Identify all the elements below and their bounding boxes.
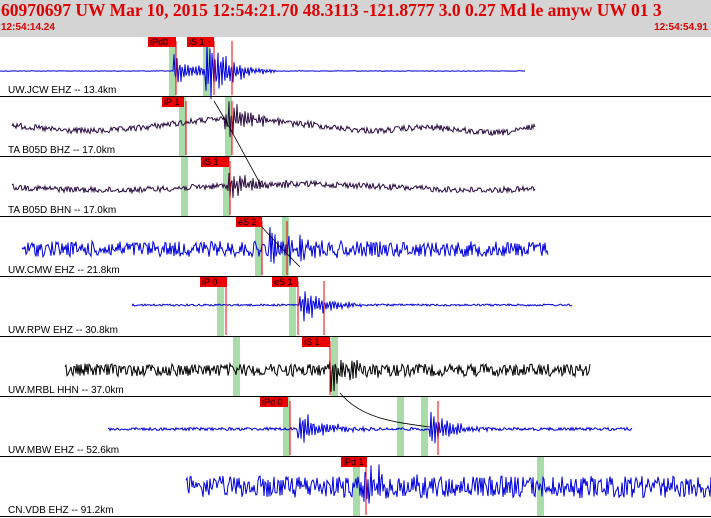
channel-row[interactable]: eS 2 UW.CMW EHZ -- 21.8km <box>0 217 711 277</box>
pick-label: iS 1 <box>189 37 205 47</box>
pick-label: iPd0 <box>150 37 168 47</box>
waveform-trace[interactable] <box>64 358 591 392</box>
end-time: 12:54:54.91 <box>654 22 708 33</box>
theoretical-arrival-band <box>225 97 232 157</box>
channel-label: UW.MRBL HHN -- 37.0km <box>8 385 124 396</box>
event-title: 60970697 UW Mar 10, 2015 12:54:21.70 48.… <box>1 0 662 20</box>
waveform-trace[interactable] <box>185 464 711 504</box>
channel-label: UW.MBW EHZ -- 52.6km <box>8 445 119 456</box>
waveform-trace[interactable] <box>21 227 549 266</box>
theoretical-arrival-band <box>283 397 290 457</box>
waveform-trace[interactable] <box>11 101 536 138</box>
pick-flag[interactable]: iPd0 <box>148 37 176 47</box>
waveform-trace[interactable] <box>0 41 526 99</box>
pick-label: eS 2 <box>238 217 257 227</box>
pick-flag[interactable]: iS 1 <box>302 337 330 347</box>
pick-flag[interactable]: iS 1 <box>201 157 229 167</box>
pick-flag[interactable]: iP 1 <box>162 97 184 107</box>
start-time: 12:54:14.24 <box>1 22 55 33</box>
channel-row[interactable]: iS 1 UW.MRBL HHN -- 37.0km <box>0 337 711 397</box>
theoretical-arrival-band <box>421 397 428 457</box>
pick-label: iPd 1 <box>343 457 364 467</box>
channel-row[interactable]: iP 1 TA B05D BHZ -- 17.0km <box>0 97 711 157</box>
channel-label: UW.CMW EHZ -- 21.8km <box>8 265 120 276</box>
channel-row[interactable]: iP 0 eS 1 UW.RPW EHZ -- 30.8km <box>0 277 711 337</box>
channel-label: TA B05D BHN -- 17.0km <box>8 205 116 216</box>
theoretical-arrival-band <box>217 277 224 337</box>
theoretical-arrival-band <box>179 97 186 157</box>
pick-label: iS 1 <box>203 157 219 167</box>
theoretical-arrival-band <box>537 457 544 517</box>
channel-label: UW.RPW EHZ -- 30.8km <box>8 325 118 336</box>
pick-label: iPd 0 <box>262 397 283 407</box>
event-header: 60970697 UW Mar 10, 2015 12:54:21.70 48.… <box>0 0 711 37</box>
pick-flag[interactable]: eS 2 <box>236 217 262 227</box>
pick-flag[interactable]: iP 0 <box>200 277 227 287</box>
theoretical-arrival-band <box>169 37 176 97</box>
travel-time-curve <box>261 226 301 268</box>
theoretical-arrival-band <box>397 397 404 457</box>
channel-row[interactable]: iS 1 TA B05D BHN -- 17.0km <box>0 157 711 217</box>
pick-label: iP 1 <box>164 97 179 107</box>
theoretical-arrival-band <box>255 217 262 277</box>
pick-flag[interactable]: iPd 0 <box>260 397 288 407</box>
pick-label: eS 1 <box>274 277 293 287</box>
travel-time-curve <box>339 392 431 428</box>
channel-label: CN.VDB EHZ -- 91.2km <box>8 505 114 516</box>
pick-label: iS 1 <box>304 337 320 347</box>
pick-label: iP 0 <box>202 277 217 287</box>
travel-time-curve <box>213 100 263 188</box>
channel-row[interactable]: iPd0 iS 1 UW.JCW EHZ -- 13.4km <box>0 37 711 99</box>
channel-label: UW.JCW EHZ -- 13.4km <box>8 85 116 96</box>
waveform-trace[interactable] <box>11 172 536 198</box>
waveform-trace[interactable] <box>107 411 633 444</box>
pick-flag[interactable]: eS 1 <box>272 277 298 287</box>
theoretical-arrival-band <box>233 337 240 397</box>
pick-flag[interactable]: iPd 1 <box>341 457 367 467</box>
theoretical-arrival-band <box>289 277 296 337</box>
channel-row[interactable]: iPd 1 CN.VDB EHZ -- 91.2km <box>0 457 711 517</box>
waveform-trace[interactable] <box>131 291 573 322</box>
channel-row[interactable]: iPd 0 UW.MBW EHZ -- 52.6km <box>0 397 711 457</box>
pick-flag[interactable]: iS 1 <box>187 37 214 47</box>
trace-panel[interactable]: iPd0 iS 1 UW.JCW EHZ -- 13.4km iP 1 TA B05D … <box>0 37 711 518</box>
channel-label: TA B05D BHZ -- 17.0km <box>8 145 115 156</box>
